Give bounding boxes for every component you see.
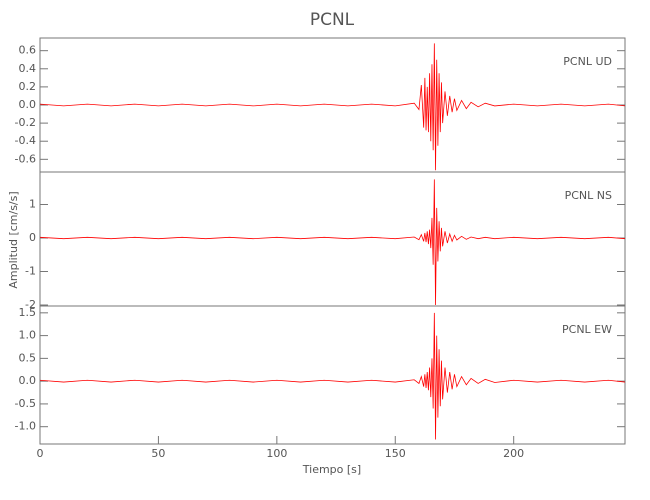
- x-axis-label: Tiempo [s]: [302, 463, 361, 476]
- chart-title: PCNL: [310, 10, 355, 30]
- waveform: [39, 179, 626, 306]
- y-tick-label: 0.2: [19, 80, 37, 93]
- y-tick-label: 1.5: [19, 306, 37, 319]
- y-tick-label: -0.6: [15, 152, 36, 165]
- y-tick-label: 1.0: [19, 329, 37, 342]
- y-tick-label: -0.4: [15, 134, 36, 147]
- y-tick-label: 0.4: [19, 62, 37, 75]
- y-tick-label: 0.0: [19, 374, 37, 387]
- x-tick-label: 200: [503, 447, 524, 460]
- panel-frame: [39, 305, 626, 445]
- panel-label: PCNL EW: [562, 323, 612, 336]
- y-tick-label: 0.0: [19, 98, 37, 111]
- x-tick-label: 50: [151, 447, 165, 460]
- y-tick-label: 1: [29, 197, 36, 210]
- panel-label: PCNL NS: [565, 189, 612, 202]
- y-tick-label: -1.0: [15, 420, 36, 433]
- y-tick-label: 0.5: [19, 351, 37, 364]
- y-tick-label: -0.5: [15, 397, 36, 410]
- x-tick-label: 0: [37, 447, 44, 460]
- waveform: [39, 43, 626, 171]
- waveform: [39, 312, 626, 440]
- y-tick-label: -0.2: [15, 116, 36, 129]
- y-tick-label: -2: [25, 298, 36, 311]
- y-axis-label: Amplitud [cm/s/s]: [7, 191, 20, 288]
- panel-label: PCNL UD: [563, 55, 612, 68]
- y-tick-label: -1: [25, 264, 36, 277]
- y-tick-label: 0: [29, 231, 36, 244]
- x-tick-label: 150: [385, 447, 406, 460]
- x-tick-label: 100: [266, 447, 287, 460]
- y-tick-label: 0.6: [19, 44, 37, 57]
